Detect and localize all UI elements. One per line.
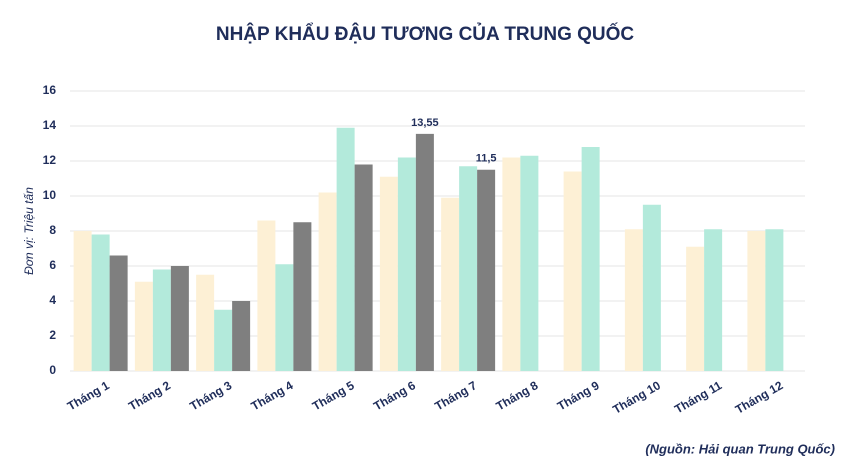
bar	[581, 147, 600, 371]
bar	[704, 229, 723, 371]
x-tick-label: Tháng 2	[126, 378, 173, 413]
y-tick-label: 4	[49, 293, 56, 307]
bar	[502, 157, 521, 371]
x-tick-label: Tháng 9	[555, 378, 602, 413]
bar	[441, 197, 460, 371]
y-tick-label: 2	[49, 328, 56, 342]
y-tick-label: 14	[43, 118, 57, 132]
data-label: 13,55	[411, 117, 439, 129]
x-tick-label: Tháng 7	[432, 378, 479, 413]
bar	[379, 176, 398, 371]
y-tick-label: 8	[49, 223, 56, 237]
x-tick-label: Tháng 8	[494, 378, 541, 413]
source-note: (Nguồn: Hải quan Trung Quốc)	[645, 441, 835, 456]
chart-title: NHẬP KHẨU ĐẬU TƯƠNG CỦA TRUNG QUỐC	[216, 23, 635, 45]
bar	[477, 169, 496, 371]
x-tick-label: Tháng 11	[672, 378, 724, 416]
data-label: 11,5	[476, 153, 497, 165]
bar	[275, 264, 294, 371]
bar	[354, 164, 373, 371]
y-tick-label: 12	[43, 153, 57, 167]
bar	[415, 133, 434, 371]
bar	[563, 171, 582, 371]
y-tick-label: 6	[49, 258, 56, 272]
bar	[73, 231, 92, 371]
bar	[293, 222, 312, 371]
x-tick-label: Tháng 5	[310, 378, 357, 413]
x-tick-label: Tháng 1	[65, 378, 112, 413]
bar	[336, 127, 355, 371]
bar	[214, 309, 233, 371]
bar	[134, 281, 153, 371]
bar	[520, 155, 539, 371]
bar	[624, 229, 643, 371]
bar	[152, 269, 171, 371]
bar	[257, 220, 276, 371]
bar	[232, 301, 251, 371]
bar	[196, 274, 215, 371]
y-tick-label: 16	[43, 83, 57, 97]
bar	[642, 204, 661, 371]
x-tick-label: Tháng 3	[187, 378, 234, 413]
bar	[686, 246, 705, 371]
y-tick-label: 0	[49, 363, 56, 377]
x-tick-label: Tháng 12	[733, 378, 786, 417]
bar	[318, 192, 337, 371]
x-tick-label: Tháng 4	[249, 378, 296, 413]
bar	[170, 266, 189, 371]
x-tick-label: Tháng 10	[610, 378, 663, 417]
x-tick-label: Tháng 6	[371, 378, 418, 413]
bar	[91, 234, 110, 371]
bar	[765, 229, 784, 371]
bar	[109, 255, 128, 371]
y-tick-label: 10	[43, 188, 57, 202]
bar	[397, 157, 416, 371]
bar	[459, 166, 478, 371]
bar	[747, 231, 766, 371]
y-axis-title: Đơn vị: Triệu tấn	[22, 187, 36, 275]
